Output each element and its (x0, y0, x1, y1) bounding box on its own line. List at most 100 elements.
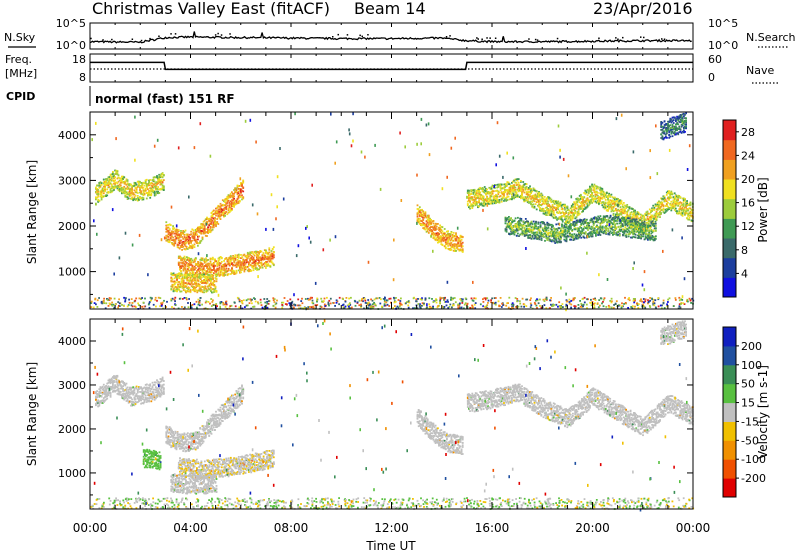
range-gate-cell (148, 191, 150, 194)
range-gate-cell (658, 207, 660, 210)
range-gate-cell (639, 216, 642, 219)
range-gate-cell (242, 181, 245, 184)
range-gate-cell (457, 239, 460, 241)
range-gate-cell (252, 260, 255, 263)
range-gate-cell (189, 273, 192, 275)
range-gate-cell (511, 221, 514, 224)
range-gate-cell (222, 271, 224, 274)
range-gate-cell (679, 201, 682, 204)
range-gate-cell (684, 209, 686, 211)
range-gate-cell (193, 273, 196, 276)
range-gate-cell (439, 238, 441, 241)
range-gate-cell (587, 200, 590, 203)
range-gate-cell (176, 234, 179, 236)
range-gate-cell (269, 255, 272, 258)
range-gate-cell (204, 287, 207, 289)
range-gate-cell (469, 205, 471, 207)
range-gate-cell (201, 223, 204, 225)
range-gate-cell (648, 220, 651, 222)
range-gate-cell (134, 182, 137, 184)
range-gate-cell (105, 181, 107, 183)
range-gate-cell (511, 230, 514, 232)
range-gate-cell (215, 207, 217, 210)
range-gate-cell (139, 191, 141, 194)
range-gate-cell (266, 251, 268, 254)
range-gate-cell (680, 202, 683, 204)
range-gate-cell (529, 193, 531, 196)
range-gate-cell (171, 278, 174, 281)
range-gate-cell (174, 275, 177, 278)
range-gate-cell (228, 264, 231, 267)
range-gate-cell (420, 215, 422, 217)
range-gate-cell (189, 289, 192, 291)
range-gate-cell (240, 183, 242, 185)
range-gate-cell (531, 190, 534, 193)
range-gate-cell (191, 266, 194, 269)
range-gate-cell (579, 208, 582, 210)
range-gate-cell (218, 212, 221, 215)
range-gate-cell (193, 258, 196, 261)
range-gate-cell (524, 188, 527, 190)
range-gate-cell (525, 183, 528, 185)
range-gate-cell (211, 256, 214, 259)
range-gate-cell (423, 228, 426, 230)
range-gate-cell (595, 187, 598, 190)
range-gate-cell (124, 180, 127, 183)
range-gate-cell (685, 205, 687, 207)
range-gate-cell (528, 224, 531, 227)
range-gate-cell (102, 188, 105, 191)
range-gate-cell (268, 248, 271, 251)
range-gate-cell (555, 240, 558, 242)
range-gate-cell (186, 276, 188, 279)
range-gate-cell (552, 212, 555, 214)
range-gate-cell (271, 257, 274, 260)
range-gate-cell (518, 225, 520, 228)
range-gate-cell (603, 194, 606, 197)
range-gate-cell (527, 223, 529, 226)
range-gate-cell (516, 179, 519, 182)
noise-search-dot (90, 37, 92, 40)
range-gate-cell (172, 272, 175, 275)
range-gate-cell (500, 198, 503, 201)
range-gate-cell (514, 181, 517, 184)
range-gate-cell (269, 264, 272, 267)
range-gate-cell (435, 225, 438, 228)
range-gate-cell (220, 214, 223, 217)
range-gate-cell (265, 260, 267, 263)
range-gate-cell (171, 274, 174, 276)
range-gate-cell (658, 213, 660, 216)
range-gate-cell (601, 201, 604, 203)
range-gate-cell (531, 234, 534, 237)
range-gate-cell (227, 199, 230, 202)
range-gate-cell (685, 203, 687, 206)
range-gate-cell (108, 180, 111, 183)
range-gate-cell (460, 235, 463, 238)
range-gate-cell (559, 202, 562, 205)
noise-search-dot (229, 33, 231, 35)
range-gate-cell (440, 237, 443, 240)
range-gate-cell (581, 206, 583, 208)
range-gate-cell (466, 196, 469, 198)
range-gate-cell (545, 229, 548, 232)
range-gate-cell (100, 189, 103, 192)
range-gate-cell (680, 209, 683, 211)
range-gate-cell (116, 185, 119, 187)
range-gate-cell (203, 287, 205, 290)
range-gate-cell (240, 188, 242, 190)
range-gate-cell (190, 257, 193, 260)
range-gate-cell (626, 211, 629, 213)
range-gate-cell (514, 196, 517, 199)
range-gate-cell (235, 201, 238, 204)
range-gate-cell (449, 239, 452, 242)
range-gate-cell (437, 234, 439, 237)
range-gate-cell (189, 259, 191, 262)
range-gate-cell (595, 201, 598, 204)
range-gate-cell (213, 267, 215, 270)
range-gate-cell (600, 191, 603, 194)
range-gate-cell (240, 263, 242, 266)
range-gate-cell (556, 204, 558, 207)
range-gate-cell (550, 229, 553, 232)
range-gate-cell (621, 205, 624, 208)
range-gate-cell (200, 232, 203, 235)
range-gate-cell (215, 290, 218, 292)
